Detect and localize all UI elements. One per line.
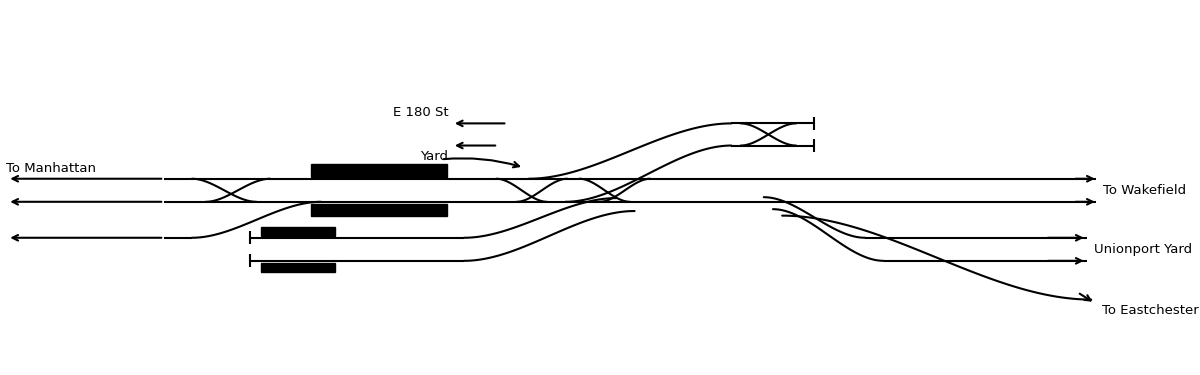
Text: To Manhattan: To Manhattan [6,162,96,175]
Text: Yard: Yard [420,150,449,163]
Text: Unionport Yard: Unionport Yard [1094,243,1192,256]
Text: To Eastchester: To Eastchester [1103,304,1199,317]
Bar [262,263,335,272]
Text: To Wakefield: To Wakefield [1103,184,1187,197]
Text: E 180 St: E 180 St [392,106,449,119]
Bar [262,226,335,236]
Bar [311,164,448,177]
Bar [311,204,448,216]
